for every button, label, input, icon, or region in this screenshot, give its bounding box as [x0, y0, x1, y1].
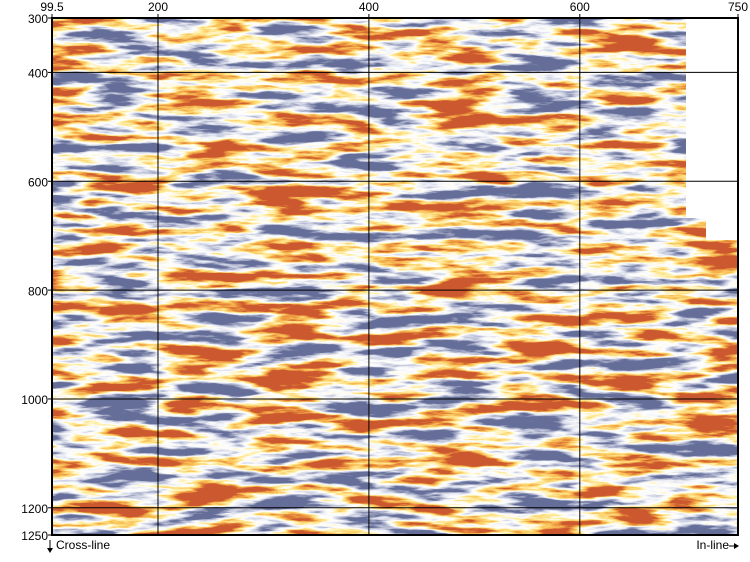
y-tick-label: 300 [28, 12, 48, 26]
y-tick-label: 800 [28, 284, 48, 298]
frame [51, 17, 739, 536]
x-tick-label: 400 [359, 0, 379, 14]
y-axis-label: Cross-line [56, 538, 110, 552]
x-tick-label: 750 [728, 0, 748, 14]
x-axis-label: In-line [696, 538, 729, 552]
x-tick-label: 600 [570, 0, 590, 14]
axis-arrow-head [47, 548, 53, 553]
y-tick-label: 1000 [21, 393, 48, 407]
y-tick-label: 600 [28, 175, 48, 189]
no-data-region [706, 218, 738, 240]
seismic-image [52, 18, 738, 535]
no-data-region [686, 18, 738, 218]
plot-area [52, 18, 738, 535]
y-tick-label: 1250 [21, 529, 48, 543]
axis-arrow-head [734, 543, 739, 549]
x-tick-label: 99.5 [40, 0, 64, 14]
x-tick-label: 200 [148, 0, 168, 14]
y-tick-label: 1200 [21, 502, 48, 516]
y-tick-label: 400 [28, 67, 48, 81]
